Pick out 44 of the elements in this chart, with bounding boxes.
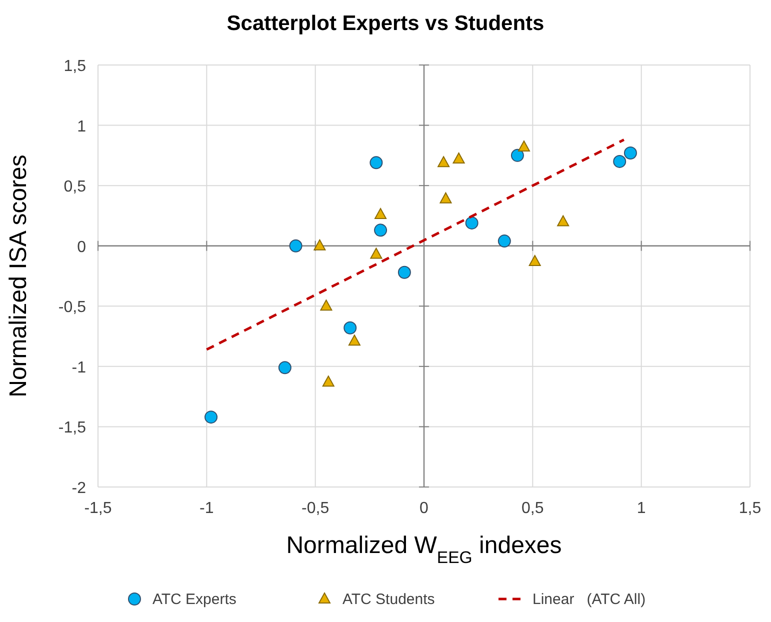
x-tick-label: 1: [636, 500, 646, 517]
x-tick-label: 0,5: [522, 500, 544, 517]
point: [613, 154, 626, 168]
x-tick-label: 1,5: [738, 500, 762, 517]
y-tick-label: -0,5: [58, 299, 86, 316]
point: [624, 146, 637, 160]
point: [498, 234, 511, 248]
point: [518, 140, 530, 152]
legend-label: ATC Students: [342, 591, 435, 608]
point: [289, 239, 302, 252]
point: [278, 361, 292, 374]
y-tick-label: -1,5: [58, 420, 86, 437]
y-tick-label: 0: [77, 238, 86, 256]
y-tick-label: -2: [72, 480, 86, 497]
legend-label: ATC Experts: [152, 591, 236, 608]
point: [374, 208, 387, 220]
y-tick-label: 1: [77, 118, 86, 136]
point: [438, 156, 450, 168]
point: [314, 239, 326, 250]
point: [344, 321, 357, 334]
x-tick-label: -1: [200, 500, 214, 517]
y-tick-label: -1: [72, 359, 86, 376]
point: [370, 248, 382, 259]
point: [374, 224, 388, 237]
y-tick-label: 0,5: [64, 178, 86, 196]
y-tick-label: 1,5: [64, 58, 86, 75]
point: [440, 192, 452, 204]
point: [320, 300, 332, 311]
point: [510, 148, 524, 162]
chart-title: Scatterplot Experts vs Students: [226, 12, 544, 35]
x-tick-label: 0: [420, 500, 429, 517]
y-axis-title: Normalized ISA scores: [5, 154, 32, 398]
point: [557, 215, 570, 226]
point: [452, 152, 465, 164]
x-tick-label: -0,5: [302, 500, 330, 517]
point: [370, 156, 383, 170]
legend-label: Linear (ATC All): [532, 591, 646, 608]
point: [528, 255, 541, 266]
point: [398, 266, 411, 279]
point: [322, 376, 334, 387]
point: [465, 216, 478, 230]
x-axis-title: Normalized W$_{EEG}$ indexes: [286, 532, 562, 566]
point: [348, 334, 360, 346]
point: [204, 410, 218, 424]
